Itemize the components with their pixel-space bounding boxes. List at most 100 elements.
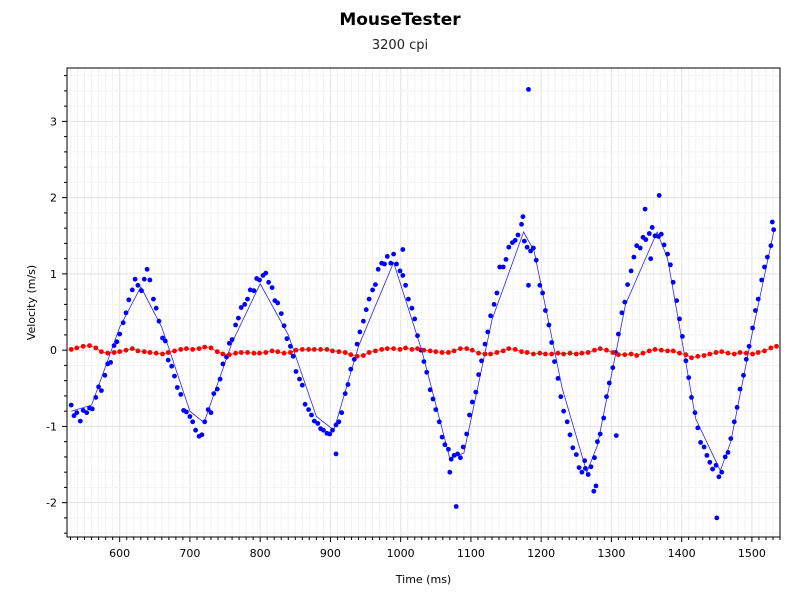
axis-ticks: 600 700 800 900 1000 1100 1200 1300 1400 1500 -2 -1… — [46, 75, 781, 560]
data-point — [680, 334, 685, 339]
data-point — [753, 308, 758, 313]
data-point — [162, 338, 168, 344]
data-point — [333, 451, 339, 457]
data-point — [379, 347, 385, 352]
data-point — [567, 432, 573, 438]
data-point — [193, 427, 199, 433]
data-point — [102, 372, 108, 378]
data-point — [348, 352, 354, 358]
data-point — [451, 348, 457, 354]
data-point — [373, 282, 378, 287]
data-point — [199, 432, 205, 438]
data-point — [750, 325, 755, 331]
data-point — [646, 231, 652, 236]
data-point — [394, 261, 399, 267]
y-tick-label: 3 — [50, 115, 57, 128]
data-point — [546, 322, 552, 328]
data-point — [421, 347, 427, 353]
data-point — [120, 320, 126, 326]
data-point — [494, 290, 500, 296]
data-point — [482, 351, 488, 357]
data-point — [520, 214, 526, 220]
data-point — [743, 356, 749, 362]
data-point — [537, 282, 543, 288]
data-point — [455, 451, 460, 457]
data-point — [275, 300, 281, 306]
data-point — [488, 351, 493, 357]
data-point — [190, 347, 196, 352]
data-point — [774, 343, 779, 349]
data-point — [297, 376, 302, 382]
data-point — [524, 350, 530, 355]
data-point — [330, 348, 335, 354]
data-point — [278, 311, 284, 316]
data-point — [473, 389, 479, 395]
data-point — [80, 343, 86, 349]
data-point — [540, 290, 545, 296]
data-point — [147, 277, 153, 283]
data-point — [339, 410, 345, 416]
data-point — [384, 346, 390, 351]
data-point — [616, 352, 621, 358]
data-point — [576, 465, 582, 470]
data-point — [656, 193, 662, 198]
data-point — [497, 264, 503, 270]
data-point — [397, 268, 403, 274]
data-point — [403, 282, 408, 288]
data-point — [488, 313, 493, 319]
data-point — [625, 282, 630, 287]
data-point — [768, 345, 774, 351]
data-point — [174, 385, 180, 390]
data-point — [768, 243, 774, 249]
data-point — [233, 322, 239, 328]
data-point — [400, 247, 406, 252]
data-point — [220, 351, 226, 357]
data-point — [604, 394, 609, 400]
data-point — [512, 347, 518, 352]
x-tick-label: 1200 — [527, 547, 555, 560]
data-point — [342, 350, 348, 355]
data-point — [616, 331, 621, 337]
x-tick-label: 1000 — [387, 547, 415, 560]
data-point — [424, 369, 430, 375]
data-point — [284, 336, 290, 342]
series-layer — [68, 87, 779, 521]
data-point — [555, 376, 561, 381]
data-point — [555, 350, 561, 356]
data-point — [220, 361, 226, 367]
data-point — [336, 349, 342, 355]
data-point — [321, 427, 326, 433]
data-point — [476, 372, 481, 377]
y-tick-label: 2 — [50, 192, 57, 205]
data-point — [382, 261, 387, 267]
data-point — [582, 458, 588, 464]
data-point — [446, 350, 451, 355]
data-point — [704, 453, 710, 458]
data-point — [595, 439, 600, 445]
data-point — [147, 350, 153, 355]
data-point — [755, 296, 761, 302]
x-tick-label: 1100 — [457, 547, 485, 560]
data-point — [601, 415, 607, 421]
data-point — [759, 277, 765, 283]
data-point — [436, 419, 442, 425]
data-point — [737, 350, 743, 355]
data-point — [373, 348, 378, 354]
series-1 — [68, 87, 777, 521]
data-point — [205, 407, 211, 412]
data-point — [391, 251, 396, 257]
data-point — [351, 356, 357, 362]
data-point — [211, 391, 217, 396]
data-point — [503, 257, 509, 262]
data-point — [610, 350, 616, 355]
data-point — [506, 244, 512, 250]
data-point — [281, 350, 287, 356]
data-point — [288, 343, 293, 349]
data-point — [375, 266, 381, 272]
data-point — [117, 349, 123, 355]
data-point — [692, 410, 698, 416]
y-tick-label: 0 — [50, 344, 57, 357]
data-point — [519, 349, 524, 355]
data-point — [238, 350, 244, 355]
data-point — [716, 474, 722, 480]
